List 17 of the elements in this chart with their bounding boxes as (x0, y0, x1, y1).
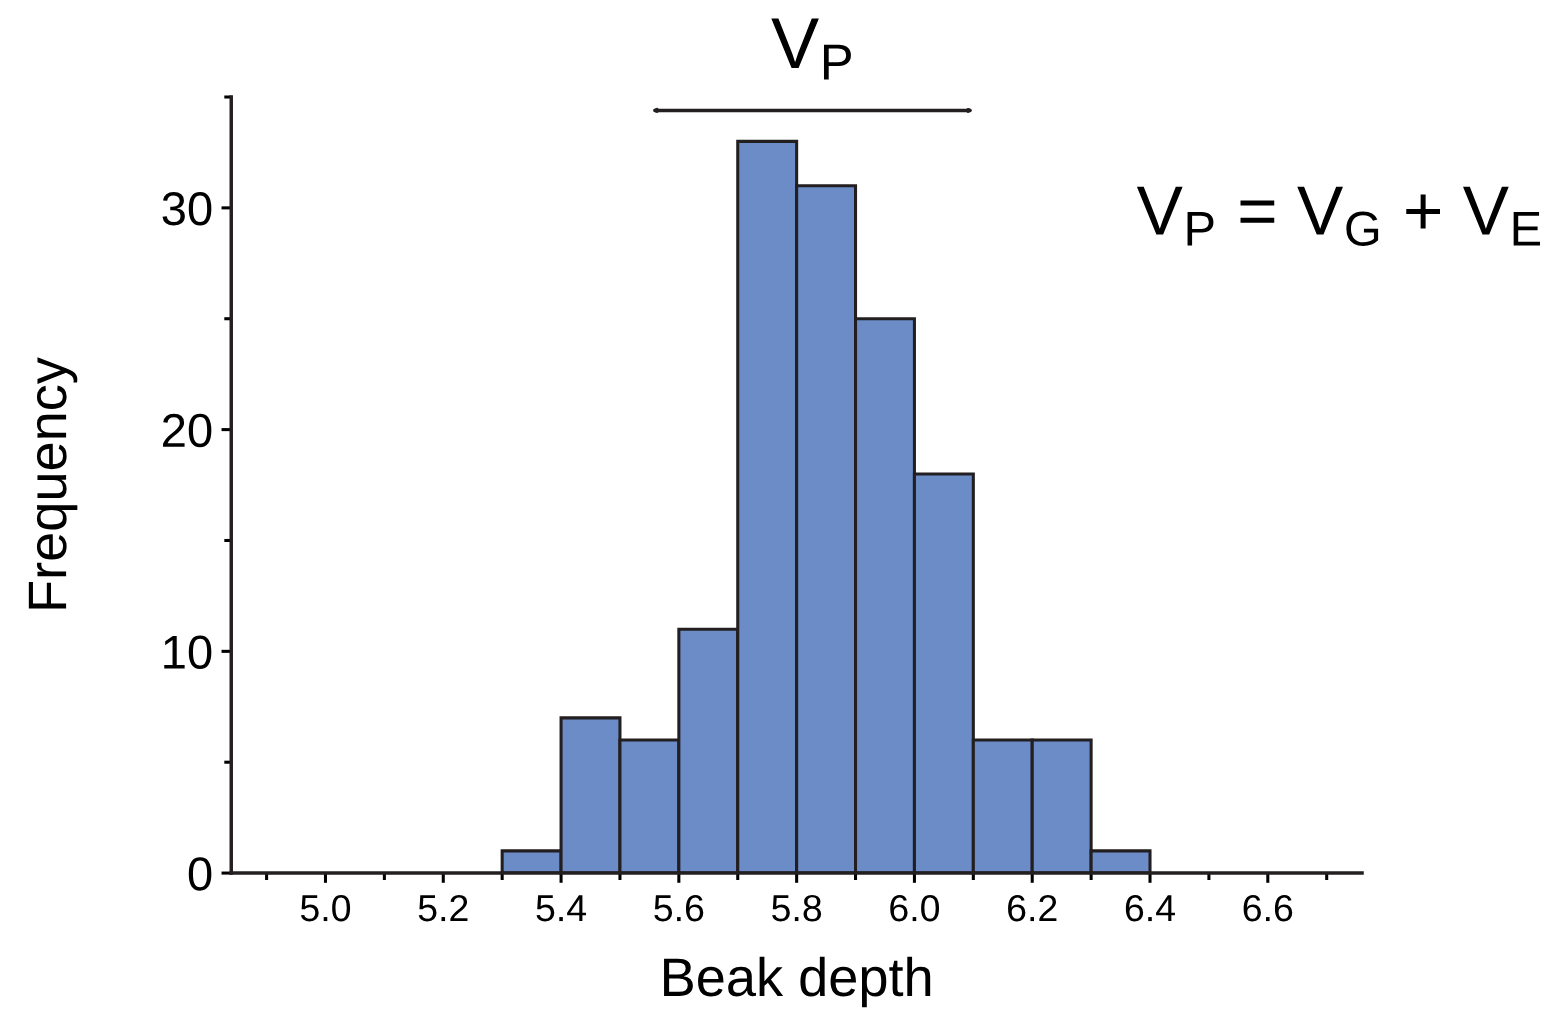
x-tick-label: 6.4 (1125, 894, 1175, 922)
x-tick-label: 6.2 (1008, 894, 1057, 922)
y-tick-label: 0 (188, 857, 212, 891)
x-tick-label: 5.8 (772, 894, 822, 922)
y-axis-title: Frequency (28, 357, 78, 609)
x-tick-label: 5.4 (536, 895, 587, 922)
x-tick-label: 5.2 (418, 894, 468, 922)
x-tick-label: 5.0 (300, 894, 351, 922)
annotation: V$_{P}$ = V$_{G}$ + V$_{E}$ (1136, 186, 1541, 247)
x-tick-label: 6.6 (1243, 894, 1293, 922)
text: V$_{P}$ (771, 18, 851, 80)
y-tick-label: 20 (163, 413, 212, 448)
x-tick-label: 6.0 (890, 894, 940, 922)
x-axis-title: Beak depth (664, 956, 931, 1008)
y-tick-label: 30 (162, 192, 212, 226)
x-tick-label: 5.6 (654, 894, 704, 922)
y-tick-label: 10 (164, 635, 212, 669)
